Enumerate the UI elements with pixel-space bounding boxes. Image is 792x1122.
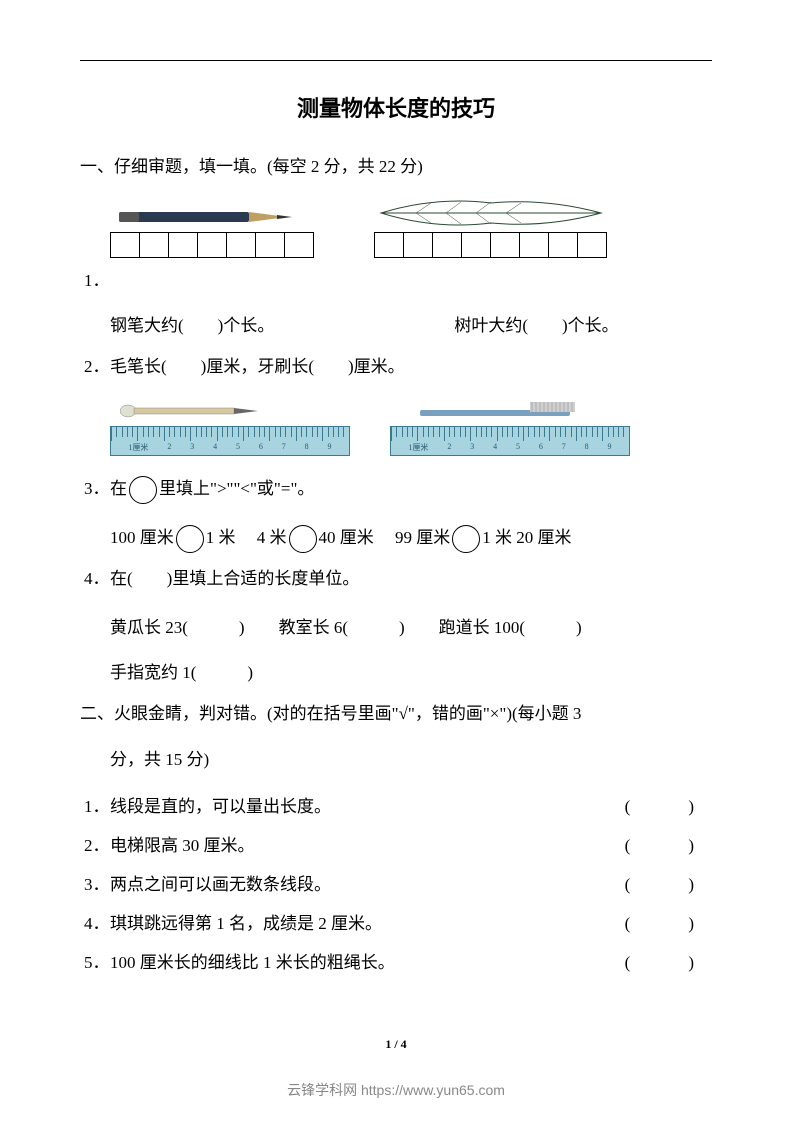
q3-row: 3． 在 里填上">""<"或"="。 [80, 474, 712, 505]
ruler-num: 7 [562, 442, 566, 453]
ruler-right: 1厘米 2 3 4 5 6 7 8 9 [390, 426, 630, 456]
q3-c: 4 米 [257, 528, 287, 547]
section1-heading: 一、仔细审题，填一填。(每空 2 分，共 22 分) [80, 153, 712, 180]
q4-line2: 手指宽约 1( ) [110, 654, 712, 691]
ruler-num: 3 [190, 442, 194, 453]
tf-num: 1． [80, 792, 110, 817]
q3-e: 99 厘米 [395, 528, 450, 547]
tf-text: 琪琪跳远得第 1 名，成绩是 2 厘米。 [110, 909, 382, 934]
q3-pre: 在 [110, 479, 127, 498]
q4-row: 4． 在( )里填上合适的长度单位。 [80, 564, 712, 595]
top-rule [80, 60, 712, 61]
tf-row: 2．电梯限高 30 厘米。 ( ) [80, 831, 712, 856]
toothbrush-icon [420, 400, 590, 420]
brush-icon [120, 402, 260, 420]
section2-heading: 二、火眼金睛，判对错。(对的在括号里画"√"，错的画"×")(每小题 3 [80, 700, 712, 727]
ruler-num: 9 [607, 442, 611, 453]
tf-paren: ( ) [625, 948, 702, 973]
q1-captions: 钢笔大约( )个长。 树叶大约( )个长。 [110, 311, 712, 336]
tf-row: 1．线段是直的，可以量出长度。 ( ) [80, 792, 712, 817]
q1-leaf-block [374, 198, 607, 258]
tf-paren: ( ) [625, 870, 702, 895]
q3-post: 里填上">""<"或"="。 [159, 479, 314, 498]
q2-row: 2． 毛笔长( )厘米，牙刷长( )厘米。 [80, 352, 712, 383]
q3-f: 1 米 20 厘米 [482, 528, 571, 547]
q1-pen-grid [110, 232, 314, 258]
ruler-num: 4 [493, 442, 497, 453]
q1-image-row [110, 198, 712, 258]
tf-text: 电梯限高 30 厘米。 [110, 831, 255, 856]
tf-row: 4．琪琪跳远得第 1 名，成绩是 2 厘米。 ( ) [80, 909, 712, 934]
q3-number: 3． [80, 474, 110, 505]
ruler-num: 3 [470, 442, 474, 453]
ruler-num: 6 [539, 442, 543, 453]
page-title: 测量物体长度的技巧 [80, 91, 712, 123]
ruler-num: 5 [236, 442, 240, 453]
tf-row: 5．100 厘米长的细线比 1 米长的粗绳长。 ( ) [80, 948, 712, 973]
section2-heading-cont: 分，共 15 分) [110, 745, 712, 776]
q2-number: 2． [80, 352, 110, 383]
ruler-num: 1厘米 [408, 442, 428, 453]
q3-d: 40 厘米 [319, 528, 374, 547]
page-number: 1 / 4 [0, 1037, 792, 1052]
ruler-num: 9 [327, 442, 331, 453]
worksheet-page: 测量物体长度的技巧 一、仔细审题，填一填。(每空 2 分，共 22 分) [0, 0, 792, 1027]
tf-num: 4． [80, 909, 110, 934]
q3-b: 1 米 [206, 528, 236, 547]
q2-brush-block: 1厘米 2 3 4 5 6 7 8 9 [110, 396, 350, 456]
tf-num: 2． [80, 831, 110, 856]
circle-blank-icon [176, 525, 204, 553]
tf-text: 线段是直的，可以量出长度。 [110, 792, 331, 817]
ruler-num: 8 [585, 442, 589, 453]
tf-row: 3．两点之间可以画无数条线段。 ( ) [80, 870, 712, 895]
tf-paren: ( ) [625, 831, 702, 856]
q4-line1: 黄瓜长 23( ) 教室长 6( ) 跑道长 100( ) [110, 609, 712, 646]
leaf-icon [376, 198, 606, 228]
tf-paren: ( ) [625, 792, 702, 817]
tf-num: 3． [80, 870, 110, 895]
q2-ruler-row: 1厘米 2 3 4 5 6 7 8 9 [110, 396, 712, 456]
tf-text: 两点之间可以画无数条线段。 [110, 870, 331, 895]
circle-blank-icon [129, 476, 157, 504]
q1-pen-block [110, 206, 314, 258]
circle-blank-icon [289, 525, 317, 553]
q3-text: 在 里填上">""<"或"="。 [110, 474, 712, 505]
tf-text: 100 厘米长的细线比 1 米长的粗绳长。 [110, 948, 395, 973]
tf-paren: ( ) [625, 909, 702, 934]
q2-text: 毛笔长( )厘米，牙刷长( )厘米。 [110, 352, 712, 383]
pen-icon [117, 206, 307, 228]
q1-number: 1． [80, 266, 110, 297]
circle-blank-icon [452, 525, 480, 553]
ruler-num: 6 [259, 442, 263, 453]
q1-row: 1． [80, 266, 712, 297]
footer-source: 云锋学科网 https://www.yun65.com [0, 1080, 792, 1100]
ruler-num: 8 [305, 442, 309, 453]
q4-number: 4． [80, 564, 110, 595]
ruler-left: 1厘米 2 3 4 5 6 7 8 9 [110, 426, 350, 456]
ruler-num: 1厘米 [128, 442, 148, 453]
q3-line1: 100 厘米 1 米 4 米 40 厘米 99 厘米 1 米 20 厘米 [110, 519, 712, 556]
ruler-num: 4 [213, 442, 217, 453]
q1-leaf-grid [374, 232, 607, 258]
tf-num: 5． [80, 948, 110, 973]
ruler-num: 7 [282, 442, 286, 453]
ruler-num: 2 [167, 442, 171, 453]
q3-a: 100 厘米 [110, 528, 174, 547]
q1-pen-caption: 钢笔大约( )个长。 [110, 311, 274, 336]
q2-tooth-block: 1厘米 2 3 4 5 6 7 8 9 [390, 396, 630, 456]
q1-leaf-caption: 树叶大约( )个长。 [454, 311, 618, 336]
ruler-num: 2 [447, 442, 451, 453]
q4-text: 在( )里填上合适的长度单位。 [110, 564, 712, 595]
ruler-num: 5 [516, 442, 520, 453]
